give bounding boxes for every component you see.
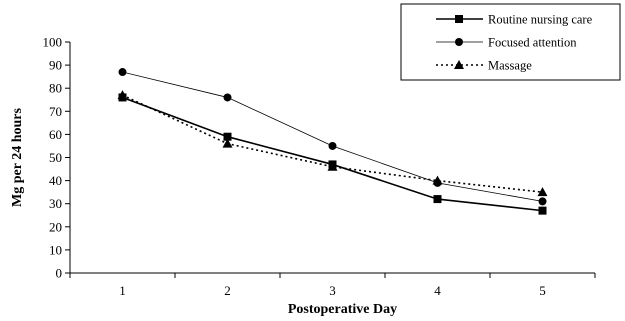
data-point-massage	[222, 138, 233, 148]
y-tick-label: 90	[49, 58, 62, 73]
plot-area: 0 10 20 30 40 50 60 70 80 90 100 1 2 3 4 5	[43, 35, 596, 298]
series-line-routine-nursing-care	[122, 96, 543, 212]
data-point-focused-attention	[223, 93, 232, 102]
x-tick-label: 1	[119, 283, 126, 298]
data-point-massage	[327, 161, 338, 171]
data-point-focused-attention	[538, 197, 547, 206]
legend-marker-routine-nursing-care	[455, 15, 463, 23]
x-tick-label: 4	[434, 283, 441, 298]
y-tick-label: 50	[49, 150, 62, 165]
legend-label-routine-nursing-care: Routine nursing care	[488, 13, 593, 27]
data-point-routine-nursing-care	[538, 206, 547, 215]
data-point-routine-nursing-care	[223, 132, 232, 141]
data-point-massage	[432, 175, 443, 185]
x-tick-label: 3	[329, 283, 336, 298]
legend-marker-focused-attention	[455, 38, 463, 46]
legend-label-focused-attention: Focused attention	[488, 36, 577, 50]
data-point-focused-attention	[118, 68, 127, 77]
data-point-massage	[537, 187, 548, 197]
legend-label-massage: Massage	[488, 59, 532, 73]
legend: Routine nursing care Focused attention Mas…	[400, 3, 621, 81]
y-tick-label: 60	[49, 127, 62, 142]
y-axis-title: Mg per 24 hours	[10, 108, 25, 207]
series-line-focused-attention	[122, 71, 543, 202]
y-tick-label: 30	[49, 196, 62, 211]
x-tick-label: 5	[539, 283, 546, 298]
y-tick-label: 40	[49, 173, 62, 188]
data-point-massage	[117, 90, 128, 100]
y-tick-label: 70	[49, 104, 62, 119]
y-tick-label: 80	[49, 81, 62, 96]
data-point-routine-nursing-care	[433, 195, 442, 204]
x-tick-label: 2	[224, 283, 231, 298]
y-tick-label: 20	[49, 219, 62, 234]
legend-marker-massage	[454, 60, 464, 69]
y-tick-label: 0	[56, 266, 63, 281]
y-tick-label: 100	[43, 35, 63, 50]
y-tick-label: 10	[49, 242, 62, 257]
x-axis-title: Postoperative Day	[288, 302, 397, 317]
data-point-focused-attention	[328, 141, 337, 150]
